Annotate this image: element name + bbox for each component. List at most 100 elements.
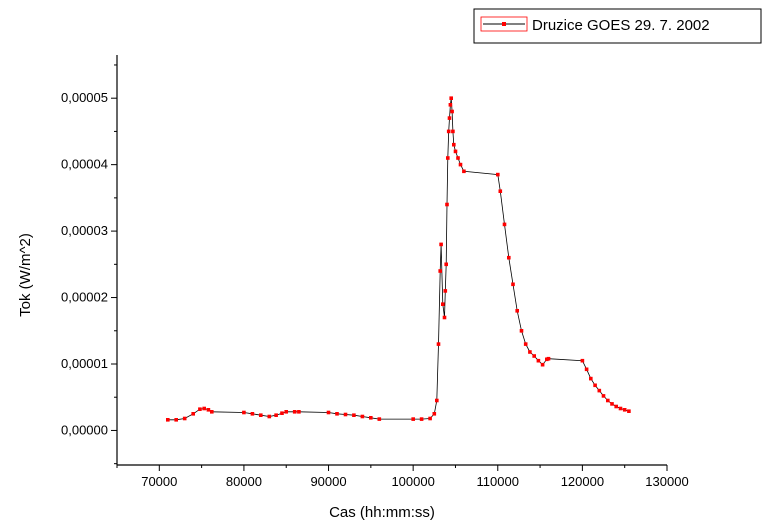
series-layer <box>166 96 631 422</box>
legend-entry-label: Druzice GOES 29. 7. 2002 <box>532 17 710 34</box>
data-point <box>443 289 448 293</box>
data-point <box>198 407 202 411</box>
data-point <box>597 388 602 393</box>
data-point <box>627 409 631 413</box>
data-point <box>411 417 415 421</box>
data-point <box>458 162 463 167</box>
data-point <box>335 412 339 416</box>
x-tick-label: 120000 <box>561 474 604 489</box>
plot-area <box>166 96 631 422</box>
data-point <box>451 129 455 134</box>
data-point <box>507 255 511 260</box>
data-point <box>593 383 597 388</box>
data-point <box>419 417 424 421</box>
data-point <box>435 398 439 403</box>
data-point <box>540 362 545 367</box>
data-point <box>532 354 536 358</box>
data-point <box>292 410 297 414</box>
data-point <box>515 309 519 313</box>
data-point <box>496 172 500 177</box>
y-tick-label: 0,00004 <box>61 157 108 172</box>
data-point <box>456 156 460 160</box>
data-point <box>546 356 551 361</box>
data-point <box>284 410 288 414</box>
data-point <box>166 418 170 422</box>
x-tick-label: 90000 <box>310 474 346 489</box>
data-point <box>447 116 452 120</box>
data-point <box>498 189 503 193</box>
data-point <box>442 315 447 320</box>
x-tick-label: 110000 <box>477 474 519 489</box>
data-point <box>448 103 453 107</box>
data-point <box>519 329 524 333</box>
data-point <box>584 367 589 372</box>
data-point <box>614 404 618 409</box>
y-tick-label: 0,00002 <box>61 290 108 305</box>
data-point <box>523 342 528 346</box>
data-point <box>452 142 456 147</box>
series-line <box>167 98 630 421</box>
data-point <box>511 282 515 287</box>
data-point <box>206 408 211 412</box>
data-point <box>297 410 301 414</box>
data-point <box>601 394 606 398</box>
x-axis-title: Cas (hh:mm:ss) <box>329 504 435 521</box>
y-axis-title: Tok (W/m^2) <box>17 233 34 317</box>
y-tick-label: 0,00000 <box>61 422 108 437</box>
data-point <box>536 358 541 363</box>
data-point <box>369 416 373 420</box>
legend: Druzice GOES 29. 7. 2002 <box>473 8 762 44</box>
data-point <box>352 413 356 417</box>
data-point <box>326 410 331 415</box>
data-point <box>622 408 627 412</box>
data-point <box>528 350 532 354</box>
y-tick-label: 0,00003 <box>61 223 108 238</box>
data-point <box>267 414 272 419</box>
data-point <box>580 358 585 363</box>
y-ticks: 0,00000 0,00001 0,00002 0,00003 0,00004 0,000… <box>61 64 117 465</box>
data-point <box>446 156 450 160</box>
data-point <box>444 262 448 267</box>
x-tick-label: 80000 <box>226 474 262 489</box>
data-point <box>439 242 443 247</box>
data-point <box>438 269 442 273</box>
data-point <box>280 411 284 415</box>
data-point <box>450 109 454 114</box>
data-point <box>242 410 246 415</box>
data-point <box>445 202 449 207</box>
data-point <box>618 406 623 411</box>
legend-box <box>473 8 762 44</box>
data-point <box>174 418 178 422</box>
axes: 70000 80000 90000 100000 110000 120000 130000 … <box>61 55 689 489</box>
data-point <box>446 129 451 134</box>
legend-marker-swatch <box>502 22 506 26</box>
data-point <box>250 412 255 416</box>
data-point <box>449 96 453 100</box>
data-point <box>462 169 466 174</box>
data-point <box>589 376 593 381</box>
x-tick-label: 70000 <box>141 474 177 489</box>
data-point <box>610 402 614 406</box>
data-point <box>259 413 263 417</box>
data-point <box>377 417 382 421</box>
data-point <box>191 412 195 416</box>
legend-marker-frame <box>480 16 528 32</box>
x-tick-label: 100000 <box>391 474 434 489</box>
data-point <box>428 416 432 421</box>
data-point <box>441 302 445 306</box>
data-point <box>436 342 441 346</box>
x-tick-label: 130000 <box>645 474 688 489</box>
data-point <box>182 416 187 421</box>
data-point <box>274 413 278 417</box>
data-point <box>202 406 206 411</box>
x-ticks: 70000 80000 90000 100000 110000 120000 130000 <box>116 465 689 489</box>
data-point <box>432 412 437 416</box>
data-point <box>360 414 365 419</box>
y-tick-label: 0,00001 <box>61 356 108 371</box>
data-point <box>210 410 214 414</box>
y-tick-label: 0,00005 <box>61 90 108 105</box>
data-point <box>606 398 610 403</box>
data-point <box>502 222 507 227</box>
data-point <box>453 149 458 154</box>
